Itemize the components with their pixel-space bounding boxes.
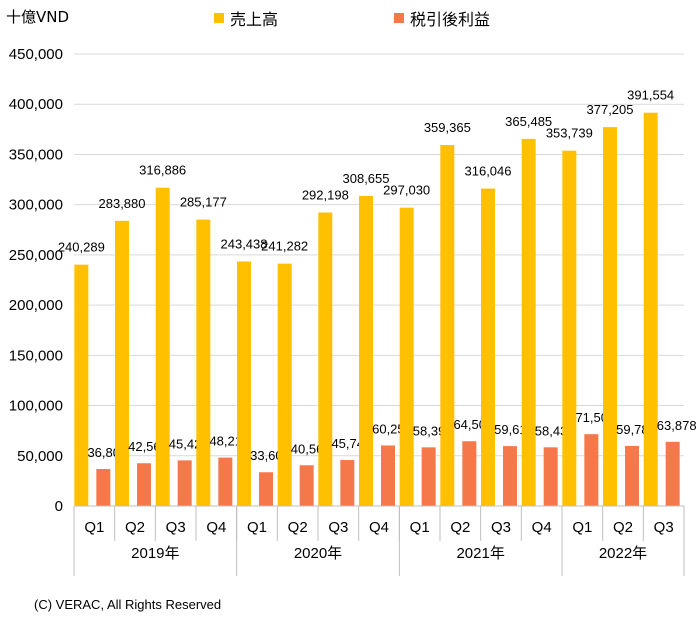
bar-sales: [399, 207, 414, 506]
unit-label: 十億VND: [6, 8, 70, 26]
x-tick-label: Q3: [166, 519, 186, 536]
copyright-text: (C) VERAC, All Rights Reserved: [34, 597, 222, 612]
x-tick-label: Q2: [450, 519, 470, 536]
x-tick-label: Q2: [288, 519, 308, 536]
bar-profit: [259, 472, 273, 506]
data-label-sales: 297,030: [383, 183, 430, 198]
data-label-sales: 316,046: [465, 164, 512, 179]
x-tick-label: Q1: [84, 519, 104, 536]
bar-profit: [218, 457, 233, 506]
bar-profit: [584, 434, 599, 506]
data-label-sales: 292,198: [302, 188, 349, 203]
bar-profit: [503, 446, 517, 506]
data-label-sales: 241,282: [261, 239, 308, 254]
data-label-sales: 283,880: [99, 196, 146, 211]
data-label-sales: 365,485: [505, 114, 552, 129]
x-tick-label: Q1: [247, 519, 267, 536]
x-tick-label: Q2: [613, 519, 633, 536]
bar-sales: [277, 263, 292, 506]
group-label: 2021年: [456, 545, 504, 562]
x-tick-label: Q4: [206, 519, 226, 536]
x-tick-label: Q4: [532, 519, 552, 536]
data-label-sales: 316,886: [139, 163, 186, 178]
bar-profit: [462, 441, 477, 506]
y-tick-label: 100,000: [9, 398, 63, 415]
group-label: 2019年: [131, 545, 179, 562]
bar-sales: [562, 150, 577, 506]
group-label: 2020年: [294, 545, 342, 562]
legend-label-sales: 売上高: [230, 10, 279, 29]
data-label-profit: 63,878: [657, 418, 697, 433]
bar-profit: [665, 441, 680, 506]
x-tick-label: Q3: [654, 519, 674, 536]
bar-sales: [115, 220, 129, 506]
data-label-sales: 377,205: [587, 102, 634, 117]
x-tick-label: Q3: [491, 519, 511, 536]
x-tick-label: Q3: [328, 519, 348, 536]
y-tick-label: 50,000: [17, 448, 63, 465]
data-label-sales: 243,438: [221, 236, 268, 251]
bar-profit: [137, 463, 151, 506]
x-tick-label: Q1: [410, 519, 430, 536]
bar-sales: [440, 145, 455, 506]
data-label-sales: 391,554: [627, 88, 674, 103]
y-tick-label: 150,000: [9, 347, 63, 364]
data-label-sales: 359,365: [424, 120, 471, 135]
bar-profit: [96, 469, 111, 506]
data-label-sales: 308,655: [343, 171, 390, 186]
data-label-sales: 240,289: [58, 240, 105, 255]
bar-sales: [643, 112, 658, 507]
bar-sales: [318, 212, 333, 506]
bar-sales: [196, 219, 211, 506]
bar-sales: [237, 261, 251, 506]
bar-profit: [421, 447, 436, 506]
legend-swatch-profit: [394, 13, 404, 23]
legend-item-sales: 売上高: [214, 6, 278, 30]
bar-sales: [359, 195, 373, 506]
x-tick-label: Q4: [369, 519, 389, 536]
bar-sales: [521, 138, 536, 506]
legend-item-profit: 税引後利益: [394, 6, 490, 30]
data-label-sales: 285,177: [180, 195, 227, 210]
bar-sales: [603, 127, 617, 506]
data-label-sales: 353,739: [546, 126, 593, 141]
bar-sales: [481, 188, 495, 506]
bar-profit: [625, 445, 639, 506]
y-tick-label: 0: [55, 498, 63, 515]
bar-profit: [543, 447, 558, 506]
y-tick-label: 200,000: [9, 297, 63, 314]
bar-sales: [155, 187, 170, 506]
bar-profit: [177, 460, 192, 506]
legend-label-profit: 税引後利益: [410, 10, 491, 29]
bar-profit: [340, 460, 355, 506]
y-tick-label: 300,000: [9, 197, 63, 214]
y-tick-label: 450,000: [9, 46, 63, 63]
y-tick-label: 250,000: [9, 247, 63, 264]
x-tick-label: Q2: [125, 519, 145, 536]
y-tick-label: 350,000: [9, 146, 63, 163]
bar-profit: [299, 465, 314, 506]
bar-sales: [74, 264, 89, 506]
group-label: 2022年: [599, 545, 647, 562]
bar-profit: [381, 445, 395, 506]
legend-swatch-sales: [214, 13, 224, 23]
x-tick-label: Q1: [572, 519, 592, 536]
y-tick-label: 400,000: [9, 96, 63, 113]
